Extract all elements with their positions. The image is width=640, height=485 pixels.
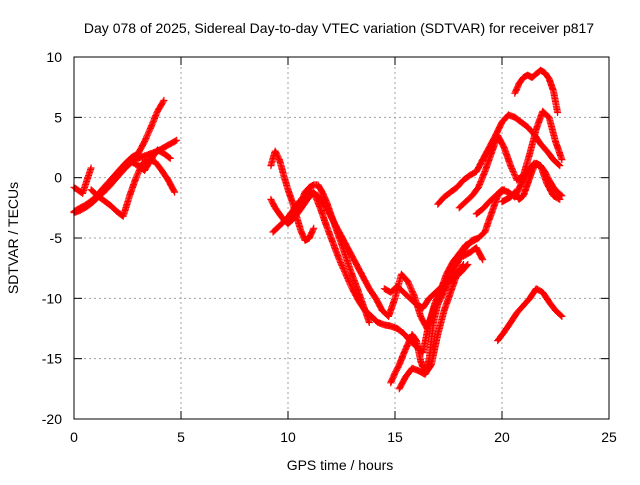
data-point-markers (87, 156, 179, 220)
y-tick-label: 5 (54, 109, 62, 125)
series-12 (380, 261, 472, 312)
series-19 (494, 285, 566, 345)
data-point-markers (380, 261, 472, 312)
series-10 (387, 186, 508, 387)
y-tick-label: 0 (54, 170, 62, 186)
x-tick-label: 0 (70, 429, 78, 445)
data-point-markers (387, 186, 508, 387)
y-tick-label: -10 (42, 290, 62, 306)
series-3 (87, 156, 179, 220)
data-point-markers (511, 66, 562, 116)
y-tick-label: -15 (42, 351, 62, 367)
x-axis-label: GPS time / hours (287, 457, 394, 473)
series-4 (102, 146, 174, 194)
chart-title: Day 078 of 2025, Sidereal Day-to-day VTE… (84, 20, 594, 36)
y-tick-label: -5 (50, 230, 63, 246)
x-tick-label: 15 (387, 429, 403, 445)
series-17 (511, 66, 562, 116)
data-point-markers (498, 159, 566, 206)
y-axis-label: SDTVAR / TECUs (5, 182, 21, 294)
series-16 (498, 159, 566, 206)
data-marks (70, 66, 566, 393)
data-point-markers (460, 244, 487, 264)
axis-ticks: 0 5 10 15 20 25 -20 -15 -10 -5 0 5 10 (42, 49, 617, 445)
x-tick-label: 20 (494, 429, 510, 445)
data-point-markers (494, 285, 566, 345)
y-tick-label: -20 (42, 411, 62, 427)
x-tick-label: 10 (280, 429, 296, 445)
y-tick-label: 10 (46, 49, 62, 65)
x-tick-label: 5 (177, 429, 185, 445)
data-point-markers (102, 146, 174, 194)
x-tick-label: 25 (601, 429, 617, 445)
series-18 (460, 244, 487, 264)
